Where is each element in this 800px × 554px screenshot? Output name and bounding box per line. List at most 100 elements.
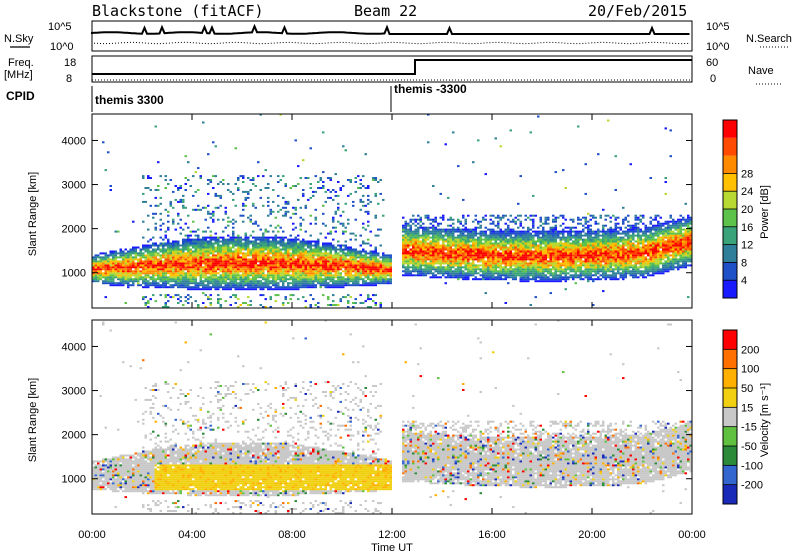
power-cell xyxy=(500,239,503,241)
power-cell xyxy=(245,284,248,286)
power-cell xyxy=(182,251,185,253)
power-cell xyxy=(552,229,555,231)
power-cell xyxy=(555,239,558,241)
power-cell xyxy=(227,243,230,245)
power-cell xyxy=(192,278,195,280)
power-cell xyxy=(340,245,343,247)
power-cell xyxy=(377,254,380,256)
power-cell xyxy=(227,247,230,249)
power-cell xyxy=(295,237,298,239)
power-cell xyxy=(372,276,375,278)
power-cell xyxy=(237,258,240,260)
power-cell xyxy=(480,233,483,235)
power-cell xyxy=(355,266,358,268)
power-cell xyxy=(472,254,475,256)
power-cell xyxy=(417,256,420,258)
power-cell xyxy=(352,251,355,253)
power-cell xyxy=(242,266,245,268)
power-cell xyxy=(485,247,488,249)
power-cell xyxy=(257,272,260,274)
power-cell xyxy=(177,284,180,286)
power-cell xyxy=(315,272,318,274)
power-cell xyxy=(167,243,170,245)
power-cell xyxy=(460,249,463,251)
power-cell xyxy=(500,268,503,270)
power-cell xyxy=(215,256,218,258)
power-cell xyxy=(232,266,235,268)
power-cell xyxy=(172,272,175,274)
power-cell xyxy=(110,258,113,260)
power-cell xyxy=(332,274,335,276)
power-cell xyxy=(255,254,258,256)
power-cell xyxy=(390,278,393,280)
power-cell xyxy=(465,231,468,233)
power-cell xyxy=(202,268,205,270)
power-cell xyxy=(345,282,348,284)
power-cell xyxy=(417,274,420,276)
power-cell xyxy=(417,229,420,231)
power-cell xyxy=(170,258,173,260)
power-cell xyxy=(525,256,528,258)
power-cell xyxy=(175,249,178,251)
power-cell xyxy=(212,175,215,177)
power-cell xyxy=(247,247,250,249)
power-cell xyxy=(462,235,465,237)
power-cell xyxy=(305,260,308,262)
power-cell xyxy=(510,262,513,264)
power-cell xyxy=(332,245,335,247)
power-cell xyxy=(405,231,408,233)
power-cell xyxy=(307,282,310,284)
power-cell xyxy=(562,217,565,219)
power-cell xyxy=(352,276,355,278)
power-cell xyxy=(457,229,460,231)
power-cell xyxy=(375,304,378,306)
power-cell xyxy=(475,231,478,233)
power-cell xyxy=(457,252,460,254)
power-cell xyxy=(247,276,250,278)
power-cell xyxy=(240,276,243,278)
power-cell xyxy=(515,260,518,262)
power-cell xyxy=(500,266,503,268)
power-cell xyxy=(445,254,448,256)
power-cell xyxy=(105,264,108,266)
power-cell xyxy=(232,262,235,264)
power-cell xyxy=(287,201,290,203)
power-cell xyxy=(177,254,180,256)
power-cell xyxy=(295,258,298,260)
power-cell xyxy=(267,187,270,189)
power-cell xyxy=(320,260,323,262)
power-cell xyxy=(427,141,430,143)
power-cell xyxy=(452,258,455,260)
power-cell xyxy=(245,270,248,272)
power-cell xyxy=(155,213,158,215)
power-cell xyxy=(505,276,508,278)
power-cell xyxy=(265,229,268,231)
power-cell xyxy=(175,252,178,254)
power-cell xyxy=(240,264,243,266)
power-cell xyxy=(242,302,245,304)
power-cell xyxy=(257,251,260,253)
power-cell xyxy=(410,231,413,233)
power-cell xyxy=(482,266,485,268)
power-cell xyxy=(532,268,535,270)
power-cell xyxy=(327,260,330,262)
power-cell xyxy=(282,276,285,278)
power-cell xyxy=(492,276,495,278)
power-cell xyxy=(172,254,175,256)
power-cell xyxy=(425,235,428,237)
power-cell xyxy=(485,264,488,266)
power-cell xyxy=(175,284,178,286)
power-cell xyxy=(470,266,473,268)
power-cell xyxy=(560,258,563,260)
power-cell xyxy=(267,278,270,280)
power-cell xyxy=(272,264,275,266)
power-cell xyxy=(495,245,498,247)
power-cell xyxy=(235,239,238,241)
power-cell xyxy=(380,276,383,278)
power-cell xyxy=(547,251,550,253)
power-cell xyxy=(100,256,103,258)
power-cell xyxy=(160,229,163,231)
power-cell xyxy=(305,256,308,258)
power-cell xyxy=(332,256,335,258)
power-cell xyxy=(125,282,128,284)
